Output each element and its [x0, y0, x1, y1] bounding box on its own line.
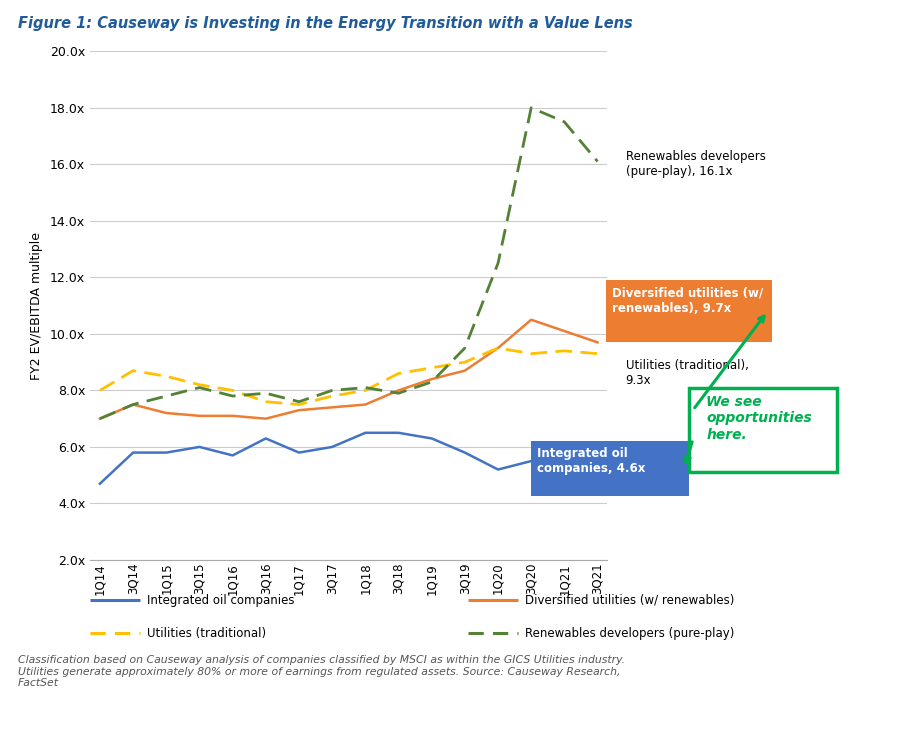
Text: Utilities (traditional),
9.3x: Utilities (traditional), 9.3x — [626, 359, 749, 386]
Text: Integrated oil
companies, 4.6x: Integrated oil companies, 4.6x — [537, 447, 645, 475]
Text: Diversified utilities (w/ renewables): Diversified utilities (w/ renewables) — [525, 594, 734, 607]
Text: Diversified utilities (w/
renewables), 9.7x: Diversified utilities (w/ renewables), 9… — [612, 287, 763, 315]
Text: We see
opportunities
here.: We see opportunities here. — [706, 395, 812, 441]
Text: Renewables developers (pure-play): Renewables developers (pure-play) — [525, 627, 734, 640]
Text: Renewables developers
(pure-play), 16.1x: Renewables developers (pure-play), 16.1x — [626, 150, 765, 178]
Y-axis label: FY2 EV/EBITDA multiple: FY2 EV/EBITDA multiple — [30, 231, 43, 380]
Text: Classification based on Causeway analysis of companies classified by MSCI as wit: Classification based on Causeway analysi… — [18, 655, 625, 688]
Text: Utilities (traditional): Utilities (traditional) — [147, 627, 266, 640]
Text: Figure 1: Causeway is Investing in the Energy Transition with a Value Lens: Figure 1: Causeway is Investing in the E… — [18, 16, 633, 31]
Text: Integrated oil companies: Integrated oil companies — [147, 594, 294, 607]
